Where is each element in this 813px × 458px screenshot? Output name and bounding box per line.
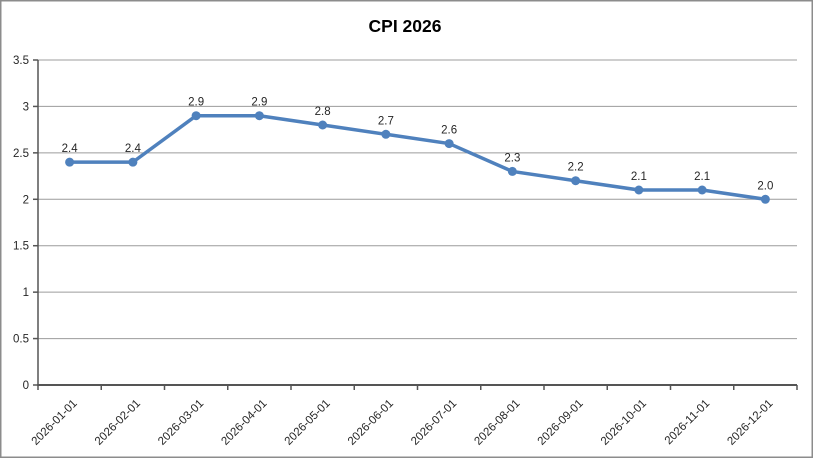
data-point-label: 2.6	[441, 125, 457, 137]
data-point-label: 2.0	[757, 180, 773, 192]
y-axis-tick-label: 0	[23, 380, 29, 392]
gridlines-layer	[38, 59, 797, 340]
x-axis-tick-label: 2026-10-01	[599, 398, 649, 448]
data-point-marker	[254, 111, 264, 121]
data-point-marker	[444, 139, 454, 149]
chart-title: CPI 2026	[369, 16, 442, 36]
y-axis-tick-label: 2	[23, 194, 29, 206]
data-point-marker	[697, 185, 707, 195]
data-point-label: 2.8	[315, 106, 331, 118]
data-point-marker	[760, 194, 770, 204]
data-point-label: 2.1	[631, 171, 647, 183]
y-axis-tick-label: 3	[23, 101, 29, 113]
data-point-marker	[634, 185, 644, 195]
x-axis-tick-label: 2026-03-01	[156, 398, 206, 448]
data-point-label: 2.1	[694, 171, 710, 183]
x-axis-tick-label: 2026-08-01	[472, 398, 522, 448]
data-point-label: 2.9	[251, 97, 267, 109]
x-axis-tick-label: 2026-01-01	[30, 398, 80, 448]
y-axis-tick-label: 3.5	[13, 55, 29, 67]
x-axis-tick-label: 2026-05-01	[283, 398, 333, 448]
x-axis-tick-label: 2026-06-01	[346, 398, 396, 448]
x-axis-tick-label: 2026-07-01	[409, 398, 459, 448]
y-axis-tick-label: 1.5	[13, 241, 29, 253]
y-axis-tick-label: 1	[23, 287, 29, 299]
data-point-label: 2.7	[378, 115, 394, 127]
series-layer	[65, 111, 770, 204]
data-point-marker	[65, 157, 75, 167]
data-point-marker	[381, 129, 391, 139]
data-point-marker	[571, 176, 581, 186]
x-axis-tick-label: 2026-12-01	[725, 398, 775, 448]
data-point-label: 2.2	[568, 162, 584, 174]
data-point-marker	[128, 157, 138, 167]
data-point-marker	[191, 111, 201, 121]
axes-layer	[33, 59, 798, 390]
data-point-label: 2.4	[125, 143, 142, 155]
data-point-label: 2.4	[62, 143, 79, 155]
x-axis-tick-label: 2026-04-01	[219, 398, 269, 448]
x-axis-tick-label: 2026-02-01	[93, 398, 143, 448]
data-point-marker	[318, 120, 328, 130]
data-point-label: 2.3	[504, 152, 520, 164]
x-axis-tick-label: 2026-09-01	[536, 398, 586, 448]
y-axis-tick-label: 2.5	[13, 148, 29, 160]
labels-layer: 0 0.5 1 1.5 2 2.5 3 3.5 2026-01-01 2026-02-01 2026…	[13, 55, 775, 448]
data-point-marker	[507, 166, 517, 176]
x-axis-tick-label: 2026-11-01	[663, 398, 712, 447]
y-axis-tick-label: 0.5	[13, 334, 29, 346]
series-line	[67, 113, 768, 202]
data-point-label: 2.9	[188, 97, 204, 109]
